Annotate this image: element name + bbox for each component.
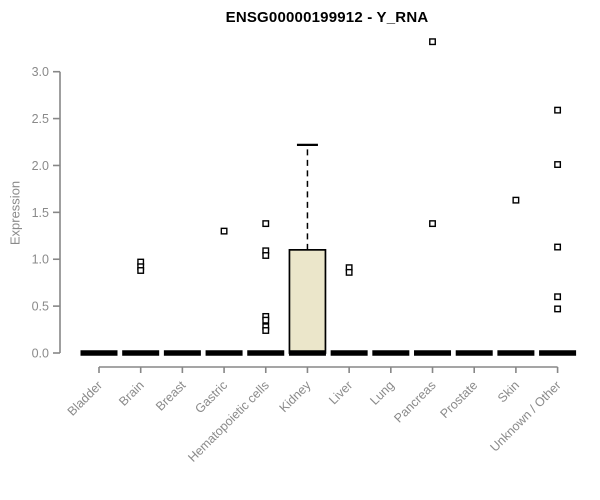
x-axis-category-label: Lung	[367, 378, 397, 408]
outlier-point	[512, 196, 520, 204]
x-axis-category-label: Brain	[116, 378, 147, 409]
outlier-point	[220, 227, 228, 235]
y-axis-tick-label: 0.0	[32, 347, 49, 361]
box-median-bar	[247, 350, 285, 356]
y-axis-tick-label: 1.0	[32, 253, 49, 267]
outlier-point	[554, 106, 562, 114]
outlier-point	[429, 38, 436, 46]
box-median-bar	[288, 350, 326, 356]
y-axis-tick-label: 2.0	[32, 159, 49, 173]
y-axis-tick-label: 2.5	[32, 112, 49, 126]
x-axis-category-label: Kidney	[277, 378, 314, 415]
box-median-bar	[539, 350, 577, 356]
y-axis-tick-label: 3.0	[32, 65, 49, 79]
outlier-point	[345, 268, 353, 276]
y-axis-tick-label: 1.5	[32, 206, 49, 220]
x-axis-category-label: Pancreas	[391, 378, 438, 425]
outlier-point	[262, 327, 270, 334]
outlier-point	[262, 252, 270, 259]
x-axis-category-label: Unknown / Other	[487, 378, 563, 454]
x-axis-category-label: Skin	[495, 378, 522, 405]
outlier-point	[554, 243, 562, 251]
x-axis-category-label: Hematopoietic cells	[185, 378, 272, 465]
outlier-point	[262, 316, 270, 324]
box-median-bar	[414, 350, 452, 356]
box-median-bar	[455, 350, 493, 356]
box-median-bar	[372, 350, 410, 356]
outlier-point	[137, 267, 145, 274]
outlier-point	[429, 220, 436, 228]
box-median-bar	[163, 350, 201, 356]
chart-title: ENSG00000199912 - Y_RNA	[225, 9, 429, 26]
outlier-point	[554, 161, 562, 168]
outlier-point	[554, 293, 562, 301]
box-body	[288, 249, 327, 354]
box-median-bar	[497, 350, 535, 356]
outlier-point	[262, 220, 270, 228]
x-axis-category-label: Prostate	[438, 378, 481, 421]
y-axis-tick-label: 0.5	[32, 300, 49, 314]
x-axis-category-label: Liver	[326, 378, 355, 407]
x-axis-category-label: Bladder	[65, 378, 105, 418]
outlier-point	[554, 305, 562, 313]
box-median-bar	[122, 350, 160, 356]
box-median-bar	[205, 350, 243, 356]
x-axis-category-label: Breast	[153, 378, 189, 414]
box-median-bar	[330, 350, 368, 356]
box-median-bar	[80, 350, 118, 356]
x-axis-category-label: Gastric	[192, 378, 230, 416]
